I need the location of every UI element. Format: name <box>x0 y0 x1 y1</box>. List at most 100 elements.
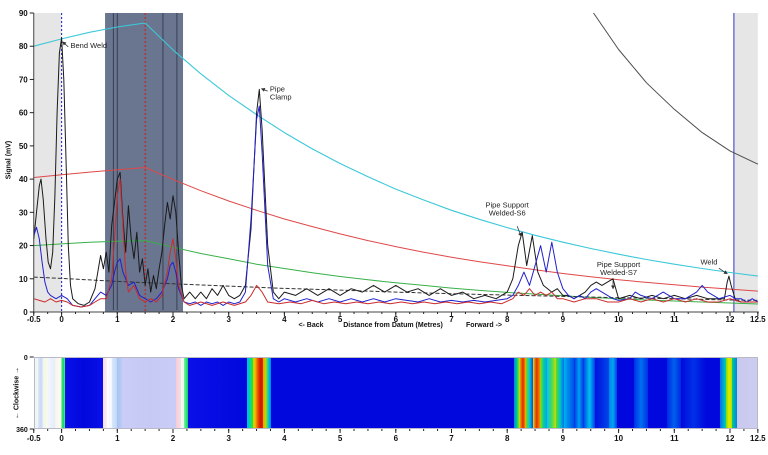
cscan-xtick-label: 5 <box>338 434 343 443</box>
cscan-band <box>61 358 65 428</box>
annotation-pipe-support-welded-s7: Pipe Support <box>597 260 641 269</box>
annotation-pipe-support-welded-s7: Welded-S7 <box>600 268 637 277</box>
cscan-xtick-label: 11 <box>670 434 679 443</box>
ascan-xtick-label: 8 <box>505 315 510 324</box>
cscan-band <box>681 358 707 428</box>
cscan-plot[interactable] <box>34 357 758 429</box>
annotation-leader-pipe-support-welded-s6 <box>516 226 522 237</box>
cscan-band <box>564 358 575 428</box>
cscan-band <box>514 358 520 428</box>
ascan-ytick-label: 30 <box>19 208 28 217</box>
cscan-band <box>720 358 726 428</box>
cscan-band <box>263 358 272 428</box>
cscan-band <box>176 358 181 428</box>
cscan-band <box>271 358 514 428</box>
xaxis-back-label: <- Back <box>298 322 324 329</box>
annotation-pipe-clamp: Clamp <box>270 93 292 102</box>
region-dead-zone <box>105 13 184 312</box>
cscan-band <box>583 358 595 428</box>
annotation-weld: Weld <box>700 257 717 266</box>
ascan-xtick-label: -0.5 <box>27 315 41 324</box>
ascan-xtick-label: 12.5 <box>750 315 766 324</box>
cscan-band <box>180 358 185 428</box>
cscan-xtick-label: 6 <box>394 434 399 443</box>
cscan-xtick-label: -0.5 <box>27 434 41 443</box>
cscan-band <box>64 358 103 428</box>
cscan-band <box>42 358 49 428</box>
cscan-band <box>667 358 682 428</box>
cscan-band <box>187 358 247 428</box>
cscan-band <box>102 358 108 428</box>
annotation-pipe-clamp: Pipe <box>270 85 285 94</box>
series-dac-red <box>33 167 758 292</box>
ascan-ytick-label: 0 <box>23 308 28 317</box>
series-dac-green <box>33 240 758 305</box>
cscan-ytick-label: 360 <box>16 427 28 434</box>
cscan-xtick-label: 8 <box>505 434 510 443</box>
cscan-xtick-label: 1 <box>115 434 120 443</box>
cscan-xtick-label: 7 <box>449 434 454 443</box>
ascan-xtick-label: 6 <box>394 315 399 324</box>
cscan-band <box>121 358 177 428</box>
cscan-xtick-label: 2 <box>171 434 176 443</box>
cscan-band <box>107 358 113 428</box>
annotation-bend-weld: Bend Weld <box>71 41 108 50</box>
cscan-band <box>539 358 548 428</box>
ascan-ytick-label: 80 <box>19 42 28 51</box>
cscan-band <box>725 358 733 428</box>
cscan-band <box>526 358 533 428</box>
ascan-xtick-label: 12 <box>726 315 735 324</box>
cscan-ylabel: ← Clockwise → <box>13 366 21 420</box>
ascan-ytick-label: 70 <box>19 75 28 84</box>
xaxis-title: Distance from Datum (Metres) <box>343 322 443 329</box>
cscan-xtick-label: 10 <box>614 434 623 443</box>
annotation-leader-pipe-clamp <box>260 88 268 92</box>
cscan-band <box>48 358 56 428</box>
region-far-field-right <box>733 13 758 312</box>
ascan-ytick-label: 60 <box>19 109 28 118</box>
cscan-band <box>116 358 122 428</box>
cscan-band <box>647 358 668 428</box>
series-reverberation-curve <box>593 12 759 165</box>
cscan-band <box>574 358 584 428</box>
cscan-xtick-label: 9 <box>561 434 566 443</box>
ascan-xtick-label: 1 <box>115 315 120 324</box>
annotation-pipe-support-welded-s6: Welded-S6 <box>489 208 526 217</box>
cscan-band <box>608 358 618 428</box>
ascan-ytick-label: 40 <box>19 175 28 184</box>
ascan-xtick-label: 2 <box>171 315 176 324</box>
cscan-xtick-label: 12.5 <box>750 434 766 443</box>
annotation-pipe-support-welded-s6: Pipe Support <box>486 200 530 209</box>
cscan-band <box>35 358 39 428</box>
xaxis-forward-label: Forward -> <box>466 322 502 329</box>
cscan-band <box>55 358 62 428</box>
ascan-ytick-label: 10 <box>19 275 28 284</box>
cscan-band <box>519 358 527 428</box>
annotation-leader-bend-weld <box>62 41 69 48</box>
annotation-leader-weld <box>718 267 728 275</box>
cscan-band <box>246 358 254 428</box>
ascan-ytick-label: 50 <box>19 142 28 151</box>
cscan-xtick-label: 4 <box>282 434 287 443</box>
ascan-ytick-label: 90 <box>19 9 28 18</box>
cscan-band <box>253 358 264 428</box>
ascan-xtick-label: 0 <box>59 315 64 324</box>
series-dac-cyan <box>33 22 758 277</box>
ascan-xtick-label: 7 <box>449 315 454 324</box>
ascan-ytick-label: 20 <box>19 242 28 251</box>
series-signal-red <box>33 178 758 308</box>
cscan-band <box>555 358 565 428</box>
cscan-band <box>617 358 634 428</box>
ascan-xtick-label: 10 <box>614 315 623 324</box>
cscan-xtick-label: 3 <box>226 434 231 443</box>
cscan-band <box>184 358 188 428</box>
cscan-band <box>532 358 540 428</box>
cscan-band <box>706 358 721 428</box>
ascan-xtick-label: 4 <box>282 315 287 324</box>
ascan-xtick-label: 5 <box>338 315 343 324</box>
ascan-ylabel: Signal (mV) <box>5 140 13 180</box>
cscan-band <box>547 358 556 428</box>
cscan-xtick-label: 12 <box>726 434 735 443</box>
